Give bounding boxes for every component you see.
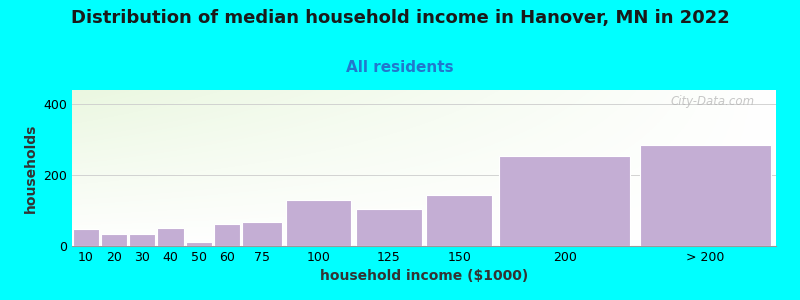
Text: All residents: All residents bbox=[346, 60, 454, 75]
Text: Distribution of median household income in Hanover, MN in 2022: Distribution of median household income … bbox=[70, 9, 730, 27]
Bar bbox=[242, 222, 282, 246]
X-axis label: household income ($1000): household income ($1000) bbox=[320, 269, 528, 284]
Bar bbox=[356, 209, 422, 246]
Bar bbox=[286, 200, 351, 246]
Bar bbox=[158, 228, 184, 246]
Bar bbox=[640, 145, 771, 246]
Bar bbox=[186, 242, 212, 246]
Bar bbox=[130, 234, 155, 246]
Bar bbox=[101, 234, 127, 246]
Y-axis label: households: households bbox=[24, 123, 38, 213]
Text: City-Data.com: City-Data.com bbox=[670, 95, 755, 108]
Bar bbox=[73, 229, 99, 246]
Bar bbox=[499, 156, 630, 246]
Bar bbox=[426, 195, 492, 246]
Bar bbox=[214, 224, 240, 246]
